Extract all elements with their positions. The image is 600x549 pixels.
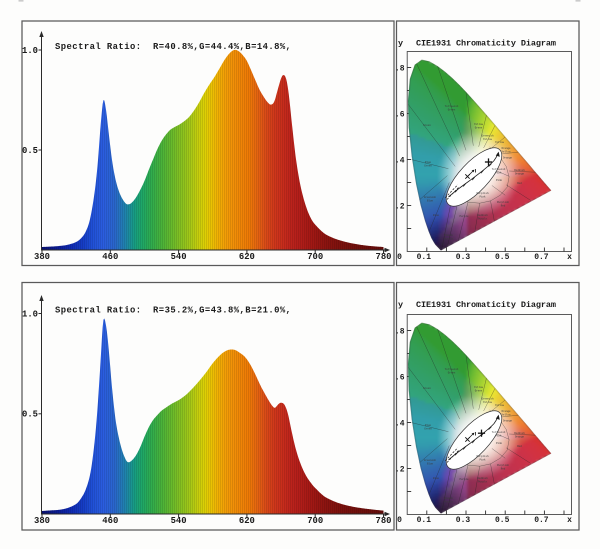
svg-text:0.1: 0.1 xyxy=(417,253,432,262)
svg-text:.4: .4 xyxy=(395,156,405,165)
svg-text:0.5: 0.5 xyxy=(22,410,38,420)
svg-text:700: 700 xyxy=(307,252,323,262)
svg-text:x: x xyxy=(567,516,572,525)
svg-text:0.1: 0.1 xyxy=(417,516,432,525)
svg-text:0.7: 0.7 xyxy=(534,253,549,262)
svg-text:.2: .2 xyxy=(395,202,405,211)
svg-text:1.0: 1.0 xyxy=(22,46,38,56)
svg-text:0.5: 0.5 xyxy=(495,253,510,262)
svg-text:0.7: 0.7 xyxy=(534,516,549,525)
svg-text:.8: .8 xyxy=(395,327,405,336)
svg-text:.8: .8 xyxy=(395,64,405,73)
svg-text:0.3: 0.3 xyxy=(456,516,471,525)
svg-text:700: 700 xyxy=(307,516,323,526)
svg-text:.2: .2 xyxy=(395,465,405,474)
svg-text:CIE1931 Chromaticity Diagram: CIE1931 Chromaticity Diagram xyxy=(416,39,556,49)
svg-text:1.0: 1.0 xyxy=(22,309,38,319)
svg-text:780: 780 xyxy=(376,516,392,526)
svg-text:540: 540 xyxy=(171,516,187,526)
svg-text:0.3: 0.3 xyxy=(456,253,471,262)
svg-text:x: x xyxy=(567,253,572,262)
svg-text:Spectral Ratio: R=40.8%,G=44.: Spectral Ratio: R=40.8%,G=44.4%,B=14.8%, xyxy=(55,42,291,52)
svg-text:0.5: 0.5 xyxy=(22,146,38,156)
svg-text:380: 380 xyxy=(34,516,50,526)
svg-text:0: 0 xyxy=(397,516,402,525)
svg-text:620: 620 xyxy=(239,516,255,526)
svg-text:0.5: 0.5 xyxy=(495,516,510,525)
svg-text:460: 460 xyxy=(102,252,118,262)
svg-text:.6: .6 xyxy=(395,373,405,382)
svg-text:620: 620 xyxy=(239,252,255,262)
svg-text:780: 780 xyxy=(376,252,392,262)
svg-text:Spectral Ratio: R=35.2%,G=43.: Spectral Ratio: R=35.2%,G=43.8%,B=21.0%, xyxy=(55,306,291,316)
svg-text:0: 0 xyxy=(397,253,402,262)
svg-text:CIE1931 Chromaticity Diagram: CIE1931 Chromaticity Diagram xyxy=(416,300,556,310)
svg-text:380: 380 xyxy=(34,252,50,262)
svg-text:.4: .4 xyxy=(395,419,405,428)
svg-text:y: y xyxy=(398,300,403,310)
svg-text:y: y xyxy=(398,39,403,49)
svg-text:540: 540 xyxy=(171,252,187,262)
svg-text:460: 460 xyxy=(102,516,118,526)
svg-text:.6: .6 xyxy=(395,110,405,119)
